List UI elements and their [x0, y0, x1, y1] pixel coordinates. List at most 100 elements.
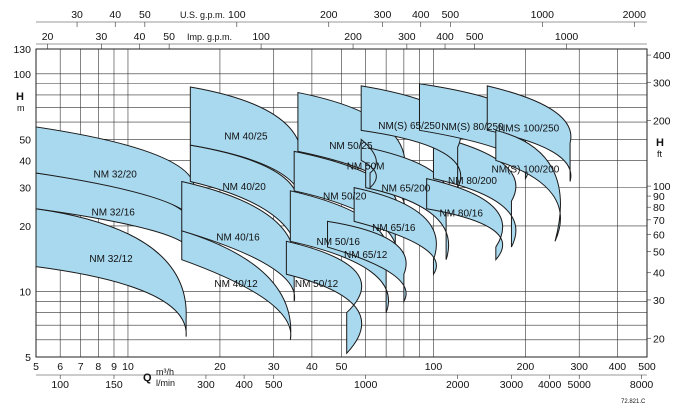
y-tick-ft: 20	[653, 333, 665, 345]
x-tick-lmin: 3000	[500, 379, 524, 391]
y-tick-ft: 40	[653, 268, 665, 280]
region-nm-50m	[360, 138, 377, 189]
y-tick-ft: 400	[653, 50, 671, 62]
labels-layer: NM 32/12 NM 32/16 NM 32/20 NM 40/12 NM 40/16…	[89, 121, 559, 290]
x-tick-impgpm: 1000	[555, 31, 579, 43]
label-nm-65-16: NM 65/16	[372, 223, 416, 234]
x-tick-impgpm: 100	[252, 31, 270, 43]
y-tick-ft: 200	[653, 116, 671, 128]
y-right-axis-title: H	[656, 137, 664, 149]
y-tick-ft: 80	[653, 202, 665, 214]
x-tick-impgpm: 40	[134, 31, 146, 43]
label-nm-80-200: NM 80/200	[448, 176, 497, 187]
region-nm-32-12	[35, 208, 187, 337]
label-nm-65-200: NM 65/200	[381, 183, 430, 194]
label-nm-40-20: NM 40/20	[222, 182, 266, 193]
y-right-axis-unit: ft	[657, 149, 663, 159]
y-tick-ft: 30	[653, 295, 665, 307]
region-nms-100-250	[486, 85, 572, 182]
y-tick-m: 5	[25, 352, 31, 364]
x-tick-m3h: 400	[609, 361, 627, 373]
x-tick-m3h: 50	[336, 361, 348, 373]
y-tick-ft: 50	[653, 247, 665, 259]
region-nm-40-16	[181, 180, 296, 302]
y-tick-ft: 70	[653, 215, 665, 227]
x-tick-lmin: 300	[197, 379, 215, 391]
y-tick-ft: 300	[653, 77, 671, 89]
x-tick-lmin: 500	[265, 379, 283, 391]
label-nm-50-20: NM 50/20	[323, 191, 367, 202]
y-tick-ft: 60	[653, 229, 665, 241]
label-nm-40-25: NM 40/25	[224, 131, 268, 142]
x-tick-usgpm: 400	[412, 9, 430, 21]
label-nm-32-12: NM 32/12	[89, 254, 133, 265]
regions-layer	[35, 83, 572, 355]
label-nm-40-16: NM 40/16	[216, 233, 260, 244]
region-nm-80-16	[426, 177, 504, 261]
q-axis-title: Q	[143, 372, 152, 384]
x-tick-m3h: 300	[570, 361, 588, 373]
label-nm-40-12: NM 40/12	[214, 279, 258, 290]
x-tick-m3h: 40	[306, 361, 318, 373]
y-tick-m: 20	[19, 221, 31, 233]
x-tick-lmin: 150	[105, 379, 123, 391]
x-tick-m3h: 7	[78, 361, 84, 373]
label-nm-s-65-250: NM(S) 65/250	[378, 121, 441, 132]
label-nm-32-20: NM 32/20	[94, 169, 138, 180]
y-tick-ft: 90	[653, 191, 665, 203]
region-nm-50-12	[285, 240, 363, 355]
x-tick-m3h: 9	[111, 361, 117, 373]
label-nm-50-25: NM 50/25	[329, 141, 373, 152]
x-tick-impgpm: 500	[466, 31, 484, 43]
x-tick-usgpm: 40	[109, 9, 121, 21]
x-tick-usgpm: 1000	[531, 9, 555, 21]
x-tick-m3h: 100	[425, 361, 443, 373]
x-tick-lmin: 5000	[568, 379, 592, 391]
x-tick-usgpm: 50	[139, 9, 151, 21]
y-tick-m: 10	[19, 286, 31, 298]
label-nm-s-80-250: NM(S) 80/250	[441, 122, 504, 133]
x-tick-lmin: 400	[235, 379, 253, 391]
label-nm-50-16: NM 50/16	[317, 237, 361, 248]
x-tick-m3h: 30	[268, 361, 280, 373]
x-tick-usgpm: 300	[374, 9, 392, 21]
region-nm-65-12	[327, 220, 407, 304]
impgpm-axis-title: Imp. g.p.m.	[187, 32, 232, 42]
y-tick-m: 100	[13, 69, 31, 81]
x-tick-usgpm: 30	[71, 9, 83, 21]
x-tick-lmin: 1000	[354, 379, 378, 391]
y-left-axis-unit: m	[17, 103, 25, 113]
x-tick-lmin: 100	[51, 379, 69, 391]
y-tick-ft: 100	[653, 181, 671, 193]
x-tick-m3h: 6	[57, 361, 63, 373]
x-tick-usgpm: 500	[442, 9, 460, 21]
x-tick-impgpm: 300	[398, 31, 416, 43]
label-nm-50-12: NM 50/12	[295, 279, 339, 290]
plot-frame	[35, 48, 648, 358]
y-left-axis-title: H	[16, 91, 24, 103]
label-nm-80-16: NM 80/16	[440, 209, 484, 220]
x-tick-lmin: 4000	[538, 379, 562, 391]
y-tick-m: 30	[19, 183, 31, 195]
x-tick-impgpm: 30	[96, 31, 108, 43]
region-nm-40-12	[181, 230, 292, 340]
lmin-axis-title: l/min	[156, 378, 175, 388]
x-tick-impgpm: 50	[163, 31, 175, 43]
label-nm-65-12: NM 65/12	[344, 250, 388, 261]
label-nm-32-16: NM 32/16	[91, 207, 135, 218]
x-tick-m3h: 10	[122, 361, 134, 373]
y-tick-m: 50	[19, 134, 31, 146]
x-tick-impgpm: 20	[42, 31, 54, 43]
label-nm-s-100-200: NM(S) 100/200	[492, 165, 560, 176]
x-tick-impgpm: 200	[344, 31, 362, 43]
label-nm-50m: NM 50M	[347, 162, 385, 173]
x-tick-lmin: 2000	[446, 379, 470, 391]
x-tick-m3h: 200	[517, 361, 535, 373]
x-tick-usgpm: 2000	[623, 9, 647, 21]
x-tick-usgpm: 100	[228, 9, 246, 21]
x-tick-m3h: 20	[214, 361, 226, 373]
x-tick-m3h: 8	[95, 361, 101, 373]
x-tick-usgpm: 200	[320, 9, 338, 21]
region-nm-65-200	[365, 146, 450, 260]
